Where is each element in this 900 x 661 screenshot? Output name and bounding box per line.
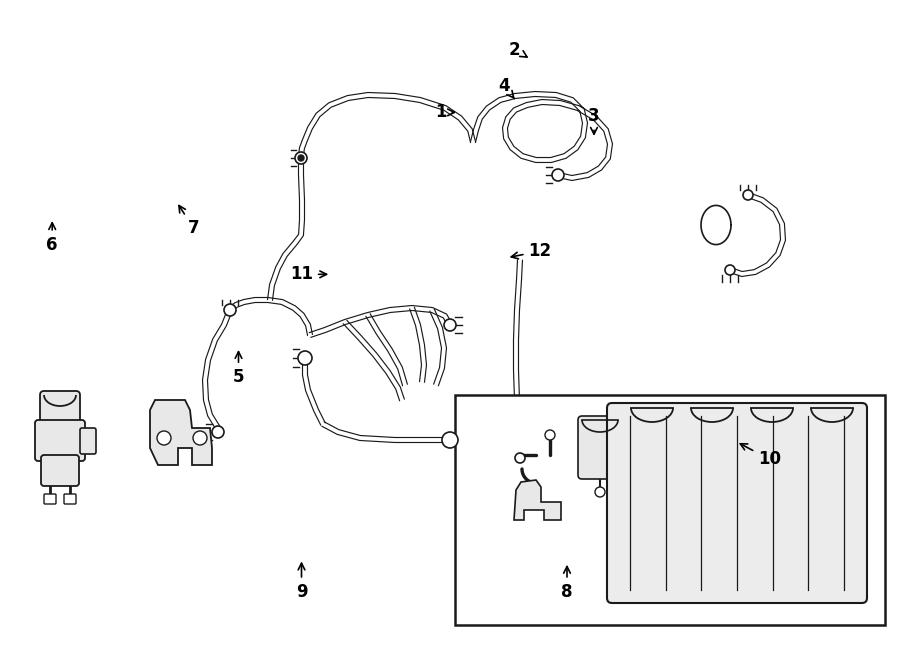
Polygon shape	[514, 480, 561, 520]
Circle shape	[212, 426, 224, 438]
Text: 5: 5	[233, 352, 244, 386]
Text: 8: 8	[562, 566, 572, 601]
FancyBboxPatch shape	[41, 455, 79, 486]
Circle shape	[743, 190, 753, 200]
Bar	[455, 395, 885, 625]
Text: 10: 10	[741, 444, 781, 469]
Circle shape	[298, 351, 312, 365]
FancyBboxPatch shape	[64, 494, 76, 504]
Text: 3: 3	[589, 106, 599, 134]
Circle shape	[157, 431, 171, 445]
Circle shape	[224, 304, 236, 316]
Text: 4: 4	[499, 77, 515, 98]
Circle shape	[725, 265, 735, 275]
FancyBboxPatch shape	[35, 420, 85, 461]
FancyBboxPatch shape	[578, 416, 622, 479]
Text: 11: 11	[290, 265, 327, 284]
Circle shape	[545, 430, 555, 440]
Text: 9: 9	[296, 563, 307, 601]
Text: 2: 2	[509, 40, 527, 59]
FancyBboxPatch shape	[80, 428, 96, 454]
Text: 6: 6	[47, 223, 58, 254]
Polygon shape	[150, 400, 212, 465]
FancyBboxPatch shape	[44, 494, 56, 504]
Circle shape	[193, 431, 207, 445]
Circle shape	[444, 319, 456, 331]
Circle shape	[298, 155, 304, 161]
Circle shape	[442, 432, 458, 448]
FancyBboxPatch shape	[40, 391, 80, 427]
Text: 7: 7	[179, 206, 199, 237]
Text: 1: 1	[436, 103, 454, 122]
FancyBboxPatch shape	[607, 403, 867, 603]
Text: 12: 12	[511, 242, 552, 260]
Circle shape	[552, 169, 564, 181]
Circle shape	[295, 152, 307, 164]
Circle shape	[515, 453, 525, 463]
Circle shape	[595, 487, 605, 497]
